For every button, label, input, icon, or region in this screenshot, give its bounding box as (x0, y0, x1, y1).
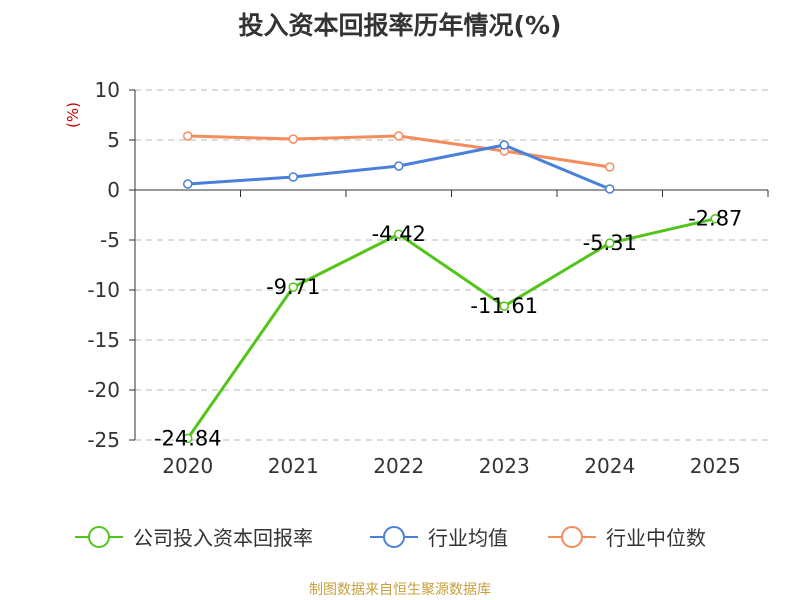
data-point (183, 131, 193, 141)
data-point (710, 213, 720, 224)
source-note: 制图数据来自恒生聚源数据库 (309, 582, 491, 598)
legend-label: 公司投入资本回报率 (133, 526, 313, 550)
series-line (186, 217, 716, 440)
data-point (288, 172, 298, 182)
x-tick-label: 2025 (690, 454, 741, 478)
legend-marker (88, 526, 110, 548)
legend-marker (383, 526, 405, 548)
data-label: -4.42 (372, 222, 426, 246)
data-point (499, 140, 509, 150)
y-tick-label: -25 (87, 428, 120, 452)
data-point (183, 433, 193, 444)
data-label: -5.31 (583, 231, 637, 255)
y-tick-label: 5 (107, 128, 120, 152)
data-point (394, 131, 404, 141)
x-tick-label: 2021 (268, 454, 319, 478)
y-tick-label: 0 (107, 178, 120, 202)
data-point (288, 134, 298, 144)
data-point (605, 184, 615, 194)
data-point (288, 282, 298, 292)
y-tick-label: 10 (95, 78, 120, 102)
x-tick-label: 2024 (584, 454, 635, 478)
y-tick-label: -20 (87, 378, 120, 402)
data-label: -2.87 (688, 207, 742, 231)
legend-marker (561, 526, 583, 548)
x-tick-label: 2022 (373, 454, 424, 478)
data-label: -11.61 (470, 294, 538, 318)
legend-label: 行业中位数 (606, 526, 706, 550)
data-point (605, 238, 615, 248)
data-point (394, 161, 404, 171)
data-point (394, 229, 404, 239)
x-tick-label: 2023 (479, 454, 530, 478)
y-tick-label: -15 (87, 328, 120, 352)
data-label: -24.84 (154, 426, 222, 450)
y-axis-title: (%) (64, 102, 82, 128)
data-label: -9.71 (266, 275, 320, 299)
x-tick-label: 2020 (162, 454, 213, 478)
y-tick-label: -10 (87, 278, 120, 302)
data-point (499, 301, 509, 311)
legend-label: 行业均值 (428, 526, 508, 550)
chart-title: 投入资本回报率历年情况(%) (238, 11, 562, 40)
data-point (183, 179, 193, 189)
data-point (605, 162, 615, 172)
y-tick-label: -5 (100, 228, 120, 252)
